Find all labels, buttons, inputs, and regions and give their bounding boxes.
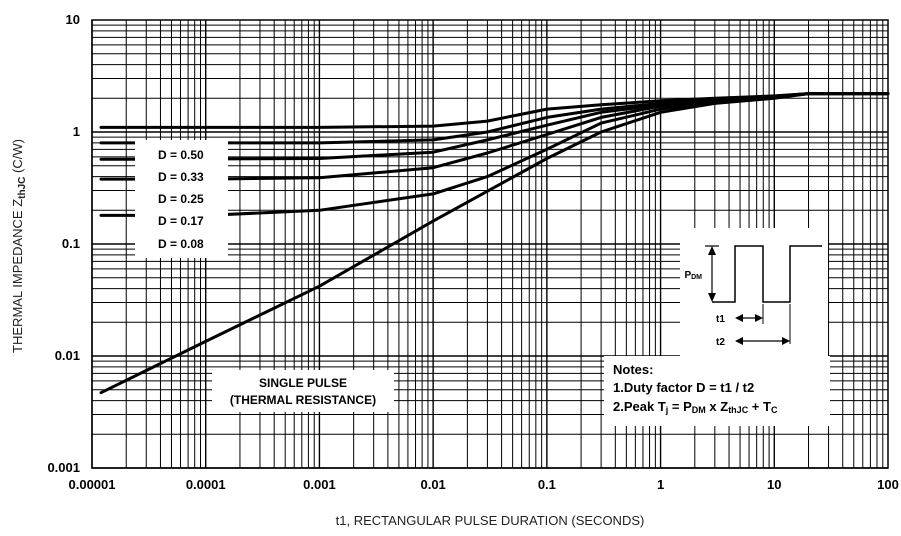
x-tick-label: 0.00001 — [69, 477, 116, 492]
x-tick-label: 0.001 — [303, 477, 336, 492]
notes-line-2: 2.Peak Tj = PDM x ZthJC + TC — [613, 399, 778, 415]
pdm-arrow-head-bottom — [708, 293, 716, 302]
waveform-box — [680, 228, 828, 356]
waveform-inset: PDM t1 t2 — [680, 228, 828, 356]
y-tick-label: 0.01 — [55, 348, 80, 363]
x-tick-label: 100 — [877, 477, 899, 492]
t1-label: t1 — [716, 314, 725, 325]
t2-arrow-head-right — [782, 337, 790, 345]
legend-label-d025: D = 0.25 — [158, 192, 204, 206]
annotation-line-2: (THERMAL RESISTANCE) — [230, 393, 376, 407]
y-tick-label: 0.1 — [62, 236, 80, 251]
t1-arrow-head-right — [755, 314, 763, 322]
x-tick-label: 0.0001 — [186, 477, 226, 492]
x-tick-label: 0.1 — [538, 477, 556, 492]
waveform-pulse — [712, 245, 822, 303]
t1-arrow-head-left — [735, 314, 743, 322]
notes-line-1: 1.Duty factor D = t1 / t2 — [613, 380, 754, 395]
legend-label-d033: D = 0.33 — [158, 170, 204, 184]
annotation-line-1: SINGLE PULSE — [259, 376, 347, 390]
legend-box — [135, 140, 228, 258]
legend-label-d017: D = 0.17 — [158, 214, 204, 228]
notes-background — [604, 356, 830, 426]
annotation-box — [212, 370, 394, 412]
x-axis-title: t1, RECTANGULAR PULSE DURATION (SECONDS) — [336, 513, 645, 528]
x-tick-label: 10 — [767, 477, 781, 492]
t2-arrow-head-left — [735, 337, 743, 345]
x-tick-label: 0.01 — [420, 477, 445, 492]
legend-label-d050: D = 0.50 — [158, 148, 204, 162]
x-tick-labels: 0.00001 0.0001 0.001 0.01 0.1 1 10 100 — [69, 477, 899, 492]
y-axis-title: THERMAL IMPEDANCE ZthJC (C/W) — [10, 139, 28, 353]
plot-frame — [91, 19, 889, 469]
y-tick-label: 0.001 — [47, 460, 80, 475]
y-tick-label: 10 — [66, 12, 80, 27]
t2-label: t2 — [716, 337, 725, 348]
series-lines — [99, 92, 890, 395]
notes-box: Notes: 1.Duty factor D = t1 / t2 2.Peak … — [604, 356, 830, 426]
single-pulse-annotation: SINGLE PULSE (THERMAL RESISTANCE) — [212, 370, 394, 412]
series-line-single-pulse — [99, 92, 890, 395]
legend-label-d008: D = 0.08 — [158, 237, 204, 251]
x-tick-label: 1 — [657, 477, 664, 492]
pdm-label: PDM — [684, 270, 702, 281]
notes-title: Notes: — [613, 362, 653, 377]
legend: D = 0.50 D = 0.33 D = 0.25 D = 0.17 D = … — [135, 140, 228, 258]
y-tick-labels: 0.001 0.01 0.1 1 10 — [47, 12, 80, 475]
pdm-arrow-head-top — [708, 246, 716, 255]
y-tick-label: 1 — [73, 124, 80, 139]
